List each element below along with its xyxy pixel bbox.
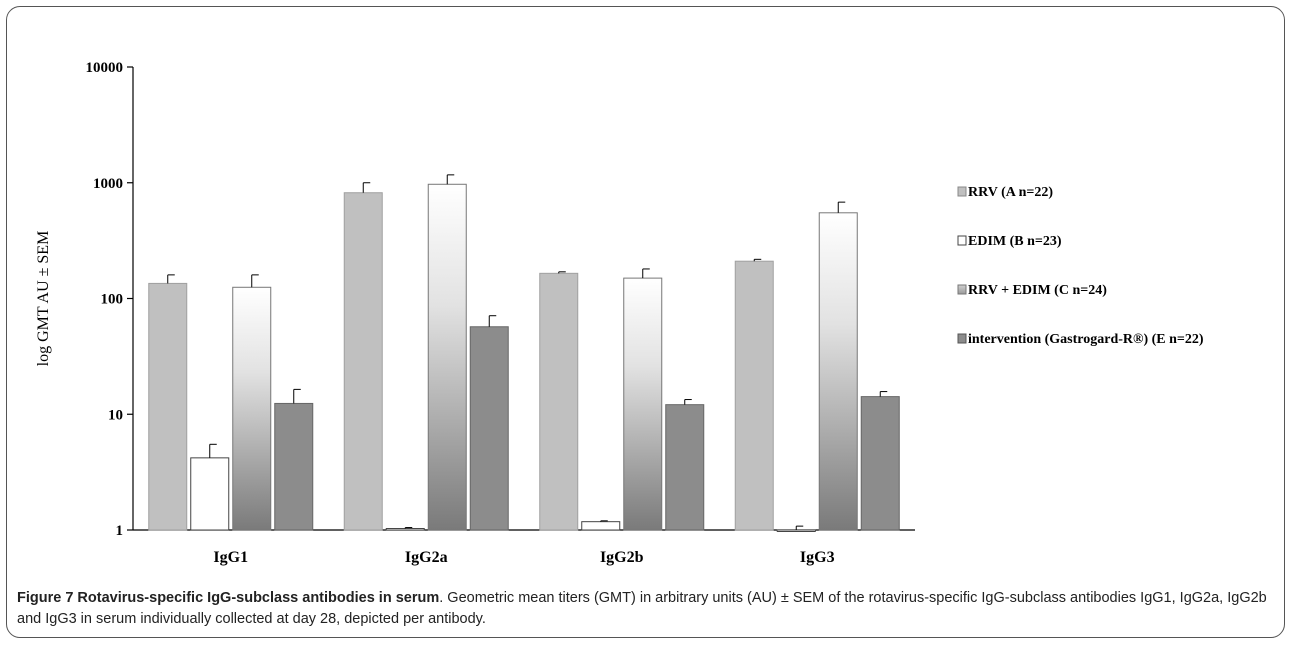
- legend-swatch: [957, 235, 967, 246]
- legend-swatch: [957, 284, 967, 295]
- bar-igg2b-series-4: [665, 404, 705, 531]
- y-axis-label: log GMT AU ± SEM: [35, 231, 52, 367]
- y-tick-label: 1000: [93, 176, 123, 192]
- legend-label: RRV (A n=22): [968, 185, 1053, 200]
- bar-igg3-series-2: [776, 529, 816, 532]
- bar-igg3-series-4: [860, 396, 900, 531]
- bar-igg2b-series-1: [539, 272, 579, 531]
- bar-igg2b-series-2: [581, 521, 621, 531]
- bar-igg2a-series-3: [427, 183, 467, 531]
- bar-igg3-series-1: [734, 260, 774, 531]
- figure-caption: Figure 7 Rotavirus-specific IgG-subclass…: [17, 588, 1279, 630]
- legend-label: intervention (Gastrogard-R®) (E n=22): [968, 332, 1204, 347]
- legend-label: EDIM (B n=23): [968, 234, 1062, 249]
- y-tick-label: 10: [108, 407, 123, 423]
- y-tick-label: 1: [116, 523, 124, 539]
- legend-label: RRV + EDIM (C n=24): [968, 283, 1107, 298]
- bar-igg2b-series-3: [623, 277, 663, 531]
- bar-igg1-series-4: [274, 402, 314, 531]
- bar-igg1-series-3: [232, 286, 272, 531]
- bar-igg1-series-1: [148, 282, 188, 531]
- x-tick-label: IgG2b: [600, 549, 644, 566]
- x-tick-label: IgG2a: [405, 549, 448, 566]
- legend-swatch: [957, 186, 967, 197]
- y-tick-label: 10000: [86, 60, 124, 76]
- x-tick-label: IgG1: [213, 549, 248, 566]
- bar-igg1-series-2: [190, 457, 230, 531]
- x-tick-label: IgG3: [800, 549, 835, 566]
- bar-igg3-series-3: [818, 212, 858, 531]
- bar-igg2a-series-2: [385, 528, 425, 531]
- legend: RRV (A n=22) EDIM (B n=23) RRV + EDIM (C n…: [957, 185, 1204, 347]
- bar-igg2a-series-1: [343, 192, 383, 531]
- caption-label: Figure 7 Rotavirus-specific IgG-subclass…: [17, 590, 440, 606]
- bar-igg2a-series-4: [469, 326, 509, 531]
- bars: [148, 174, 900, 532]
- y-tick-label: 100: [101, 292, 124, 308]
- caption-text: . Geometric mean titers (GMT) in arbitra…: [17, 590, 1267, 627]
- legend-swatch: [957, 333, 967, 344]
- bar-chart: 1 10 100 1000 10000 log GMT AU ± SEM IgG1 IgG2a…: [35, 60, 1204, 566]
